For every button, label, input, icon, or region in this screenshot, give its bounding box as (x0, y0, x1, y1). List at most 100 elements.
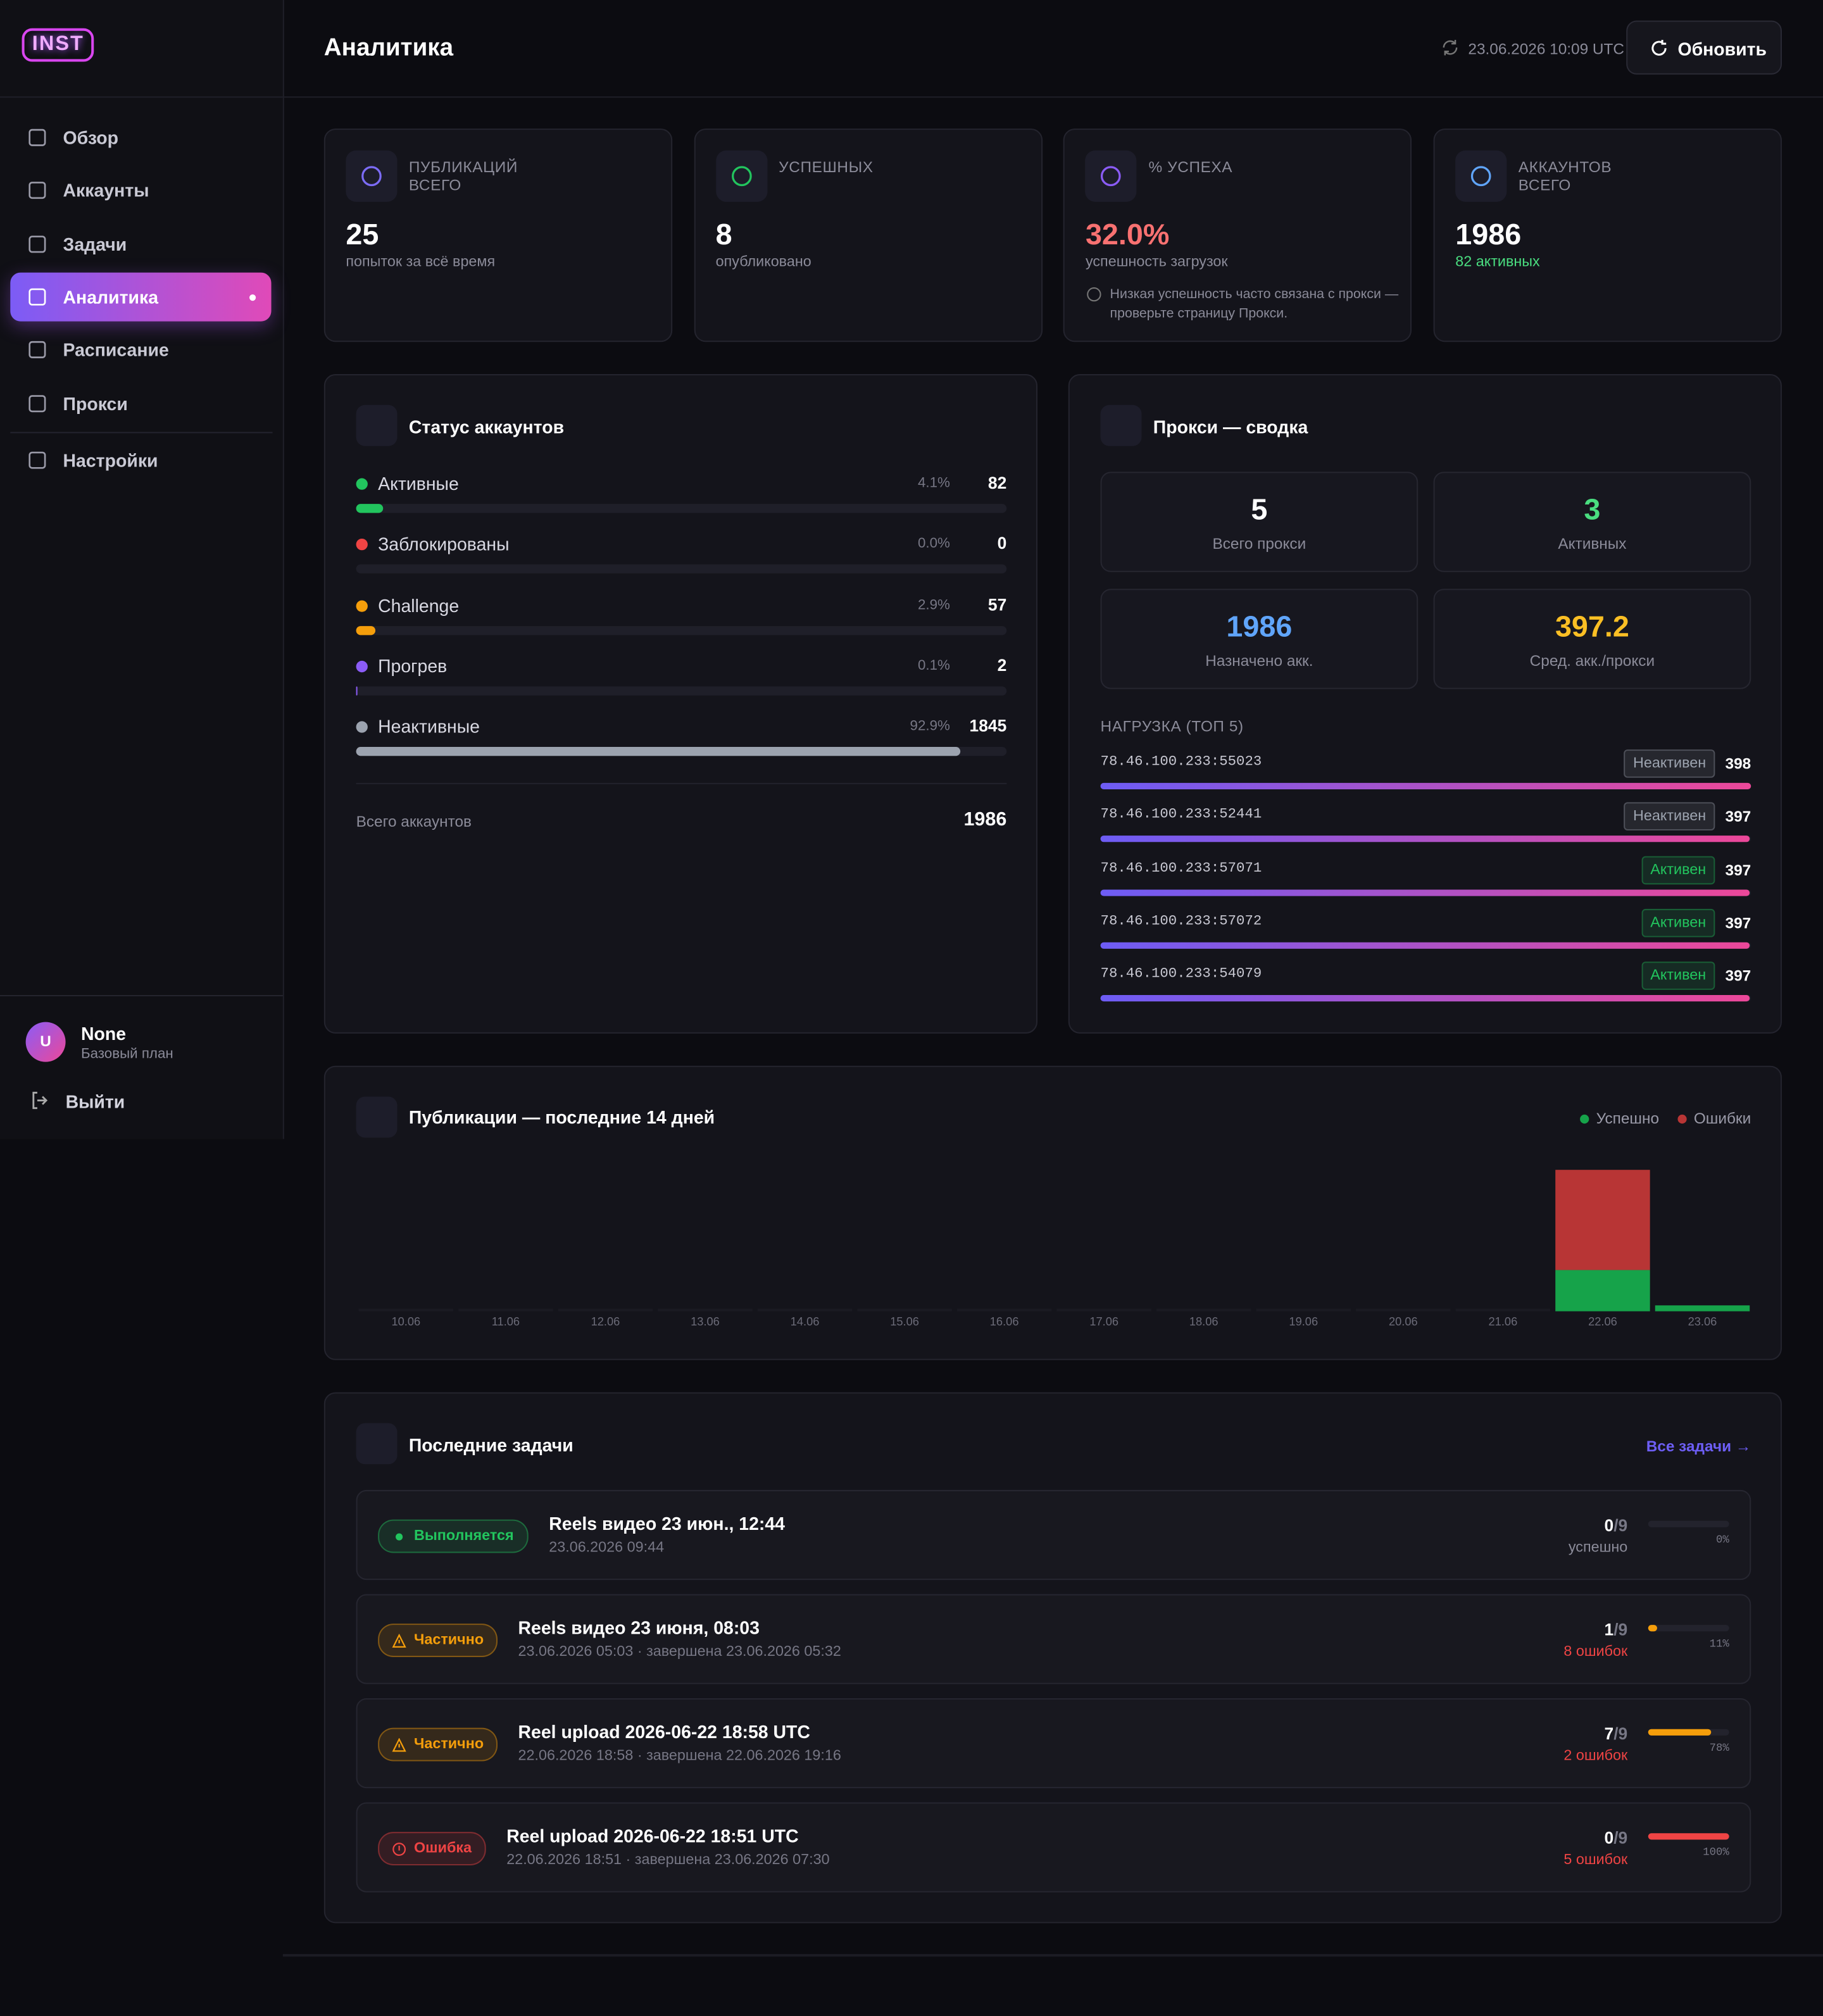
status-dot (356, 599, 368, 611)
task-row[interactable]: Выполняется Reels видео 23 июн., 12:44 23.… (356, 1489, 1751, 1581)
nav-item[interactable]: Обзор (10, 113, 271, 162)
nav-icon (28, 182, 46, 199)
icon-shape (28, 182, 46, 199)
nav-item[interactable]: Прокси (10, 379, 271, 428)
stat-icon (1101, 166, 1122, 187)
stat-card: ПУБЛИКАЦИЙ ВСЕГО 25 попыток за всё время (323, 128, 673, 342)
divider (356, 782, 1007, 784)
status-name: Challenge (378, 594, 460, 616)
x-tick-label: 17.06 (1089, 1315, 1118, 1328)
nav-item[interactable]: Расписание (10, 325, 271, 374)
logout-icon (32, 1091, 48, 1110)
status-track (356, 686, 1007, 696)
active-dot (249, 294, 256, 301)
task-count: 7/9 (1604, 1724, 1627, 1743)
task-done: 7 (1604, 1724, 1614, 1744)
band-base (1156, 1308, 1251, 1312)
panel-icon (356, 1096, 398, 1138)
nav-item[interactable]: Аккаунты (10, 166, 271, 215)
x-tick-label: 10.06 (392, 1315, 421, 1328)
task-status: Выполняется (378, 1519, 528, 1553)
progress-track (1648, 1520, 1729, 1527)
nav-item[interactable]: Настройки (10, 436, 271, 485)
icon-shape (731, 166, 752, 187)
status-percent: 2.9% (917, 597, 950, 613)
task-total: 9 (1618, 1620, 1628, 1639)
proxy-tile: 1986 Назначено акк. (1100, 589, 1419, 689)
task-count: 0/9 (1604, 1828, 1627, 1847)
x-tick-label: 15.06 (890, 1315, 919, 1328)
stat-sub: успешность загрузок (1085, 254, 1228, 270)
x-tick-label: 23.06 (1688, 1315, 1717, 1328)
task-row[interactable]: Ошибка Reel upload 2026-06-22 18:51 UTC 22… (356, 1802, 1751, 1893)
task-result: успешно (1568, 1540, 1628, 1556)
band-base (1455, 1308, 1551, 1312)
all-tasks-link[interactable]: Все задачи → (1646, 1437, 1751, 1456)
x-tick-label: 21.06 (1489, 1315, 1518, 1328)
task-info: Reel upload 2026-06-22 18:58 UTC 22.06.20… (518, 1722, 841, 1764)
proxy-status: Неактивен (1624, 802, 1715, 831)
nav-label: Аналитика (63, 286, 159, 308)
load-bar (1100, 889, 1750, 896)
stat-sub: попыток за всё время (346, 254, 496, 270)
logo[interactable]: INST (22, 28, 95, 62)
separator: / (1613, 1620, 1619, 1639)
progress-bar (1648, 1729, 1712, 1736)
status-icon (392, 1633, 406, 1647)
nav-label: Задачи (63, 234, 127, 255)
stat-icon (731, 166, 752, 187)
task-row[interactable]: Частично Reels видео 23 июня, 08:03 23.06.… (356, 1594, 1751, 1684)
x-tick-label: 18.06 (1189, 1315, 1218, 1328)
tasks-panel: Последние задачи Все задачи → Выполняетс… (323, 1392, 1782, 1924)
task-title: Reel upload 2026-06-22 18:51 UTC (506, 1825, 799, 1846)
nav-icon (28, 341, 46, 358)
icon-shape (28, 288, 46, 306)
progress-label: 11% (1709, 1637, 1729, 1651)
proxy-status: Активен (1641, 908, 1715, 937)
proxy-panel: Прокси — сводка НАГРУЗКА (ТОП 5) 5 Всего … (1068, 374, 1782, 1034)
nav-label: Прокси (63, 393, 128, 414)
x-tick-label: 14.06 (791, 1315, 820, 1328)
icon-shape (28, 395, 46, 413)
stat-icon (1471, 166, 1491, 187)
task-status: Частично (378, 1624, 498, 1657)
proxy-address: 78.46.100.233:54079 (1100, 967, 1262, 983)
status-track (356, 747, 1007, 756)
band-base (658, 1308, 753, 1312)
task-count: 0/9 (1604, 1516, 1627, 1535)
band-base (358, 1308, 454, 1312)
logout[interactable]: Выйти (65, 1091, 125, 1112)
status-name: Заблокированы (378, 534, 510, 554)
refresh-button[interactable]: Обновить (1626, 20, 1782, 75)
proxy-tile: 397.2 Сред. акк./прокси (1433, 589, 1751, 689)
load-title: НАГРУЗКА (ТОП 5) (1100, 717, 1244, 736)
divider (10, 432, 273, 434)
icon-shape (28, 341, 46, 358)
page-title: Аналитика (323, 34, 454, 62)
status-label: Частично (413, 1736, 484, 1753)
progress-track (1648, 1729, 1729, 1736)
nav-label: Настройки (63, 449, 158, 471)
stat-icon-box (1455, 150, 1507, 202)
proxy-address: 78.46.100.233:57072 (1100, 913, 1262, 930)
nav-item[interactable]: Аналитика (10, 272, 272, 322)
total-value: 1986 (963, 808, 1007, 831)
tile-value: 5 (1251, 492, 1268, 526)
task-info: Reel upload 2026-06-22 18:51 UTC 22.06.20… (506, 1825, 829, 1868)
status-percent: 0.1% (917, 658, 950, 674)
nav-item[interactable]: Задачи (10, 220, 271, 268)
separator: / (1613, 1828, 1619, 1848)
task-result: 5 ошибок (1563, 1852, 1628, 1869)
tile-value: 1986 (1226, 609, 1293, 643)
updated-time: 23.06.2026 10:09 UTC (1468, 39, 1625, 58)
task-row[interactable]: Частично Reel upload 2026-06-22 18:58 UTC… (356, 1698, 1751, 1789)
stat-card: % УСПЕХА 32.0% успешность загрузок Низкая у… (1063, 128, 1412, 342)
load-bar (1100, 836, 1750, 842)
tile-label: Всего прокси (1212, 534, 1306, 553)
stat-label: УСПЕШНЫХ (779, 158, 874, 177)
x-tick-label: 12.06 (591, 1315, 620, 1328)
proxy-count: 398 (1725, 754, 1751, 773)
nav-label: Аккаунты (63, 180, 149, 201)
stat-value: 8 (715, 217, 732, 251)
status-bar (356, 747, 961, 756)
